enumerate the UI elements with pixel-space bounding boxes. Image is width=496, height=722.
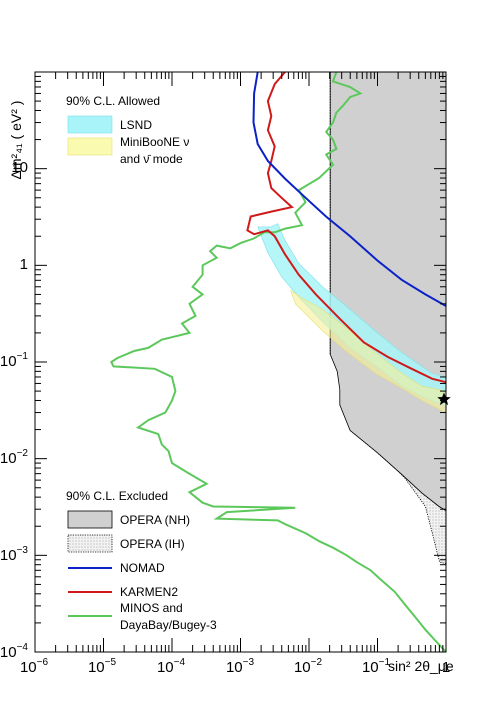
x-tick-label: 10−5	[88, 657, 117, 676]
legend-opera-nh-label: OPERA (NH)	[120, 513, 190, 527]
legend-allowed-header: 90% C.L. Allowed	[66, 94, 160, 108]
karmen2-curve	[246, 72, 446, 384]
minos-dayabay-curve	[110, 72, 446, 652]
x-tick-label: 10−1	[362, 657, 391, 676]
legend-excluded: 90% C.L. Excluded OPERA (NH) OPERA (IH) …	[66, 489, 217, 632]
nomad-curve	[252, 72, 446, 307]
y-tick-label: 10−4	[0, 642, 28, 661]
legend-miniboone-swatch	[67, 137, 113, 156]
legend-allowed: 90% C.L. Allowed LSND MiniBooNE ν and ν̄…	[66, 94, 189, 166]
x-axis-title: sin² 2θ_μe	[388, 658, 454, 674]
legend-miniboone-label-line2: and ν̄ mode	[120, 152, 183, 166]
legend-opera-ih-label: OPERA (IH)	[120, 537, 185, 551]
legend-minos-label: MINOS and	[120, 601, 183, 615]
y-axis-title: Δm²₄₁ ( eV² )	[8, 101, 24, 180]
y-tick-label: 10	[11, 159, 28, 176]
legend-lsnd-label: LSND	[120, 118, 152, 132]
opera-nh-region	[329, 72, 446, 512]
legend-miniboone-label: MiniBooNE ν	[120, 135, 189, 149]
legend-karmen2-label: KARMEN2	[120, 585, 178, 599]
miniboone-region	[290, 289, 446, 413]
legend-opera-ih-swatch	[67, 534, 113, 553]
x-tick-label: 1	[442, 659, 450, 676]
x-axis-tick-labels: 10−6 10−5 10−4 10−3 10−2 10−1 1	[20, 657, 450, 676]
y-tick-label: 10−2	[0, 448, 28, 467]
legend-excluded-header: 90% C.L. Excluded	[66, 489, 168, 503]
y-axis-tick-labels: 10−4 10−3 10−2 10−1 1 10	[0, 159, 28, 661]
y-tick-label: 10−3	[0, 545, 28, 564]
y-tick-label: 1	[20, 256, 28, 273]
y-axis-ticks	[35, 71, 446, 653]
legend-nomad-label: NOMAD	[120, 561, 165, 575]
x-tick-label: 10−2	[294, 657, 323, 676]
plot-area	[110, 72, 446, 652]
x-axis-ticks	[34, 72, 447, 652]
x-tick-label: 10−6	[20, 657, 49, 676]
legend-lsnd-swatch	[67, 115, 113, 134]
legend-minos-label-line2: DayaBay/Bugey-3	[120, 618, 217, 632]
legend-opera-nh-swatch	[67, 510, 113, 529]
best-fit-star-marker	[437, 392, 451, 406]
x-tick-label: 10−3	[226, 657, 255, 676]
x-tick-label: 10−4	[157, 657, 186, 676]
y-tick-label: 10−1	[0, 351, 28, 370]
